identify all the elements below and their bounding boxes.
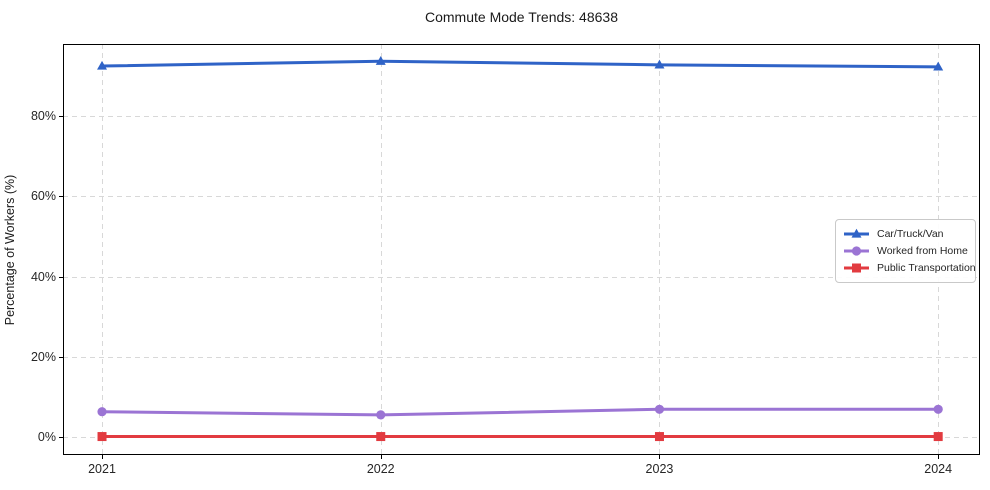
y-tick-label: 0% — [37, 429, 56, 444]
legend-item-public-transportation: Public Transportation — [843, 260, 976, 276]
series-marker-public-transportation — [97, 432, 107, 442]
legend-label: Car/Truck/Van — [877, 228, 944, 240]
legend-label: Public Transportation — [877, 262, 976, 274]
series-marker-worked-from-home — [376, 410, 386, 420]
series-marker-worked-from-home — [97, 407, 107, 417]
y-tick-label: 40% — [30, 269, 56, 284]
y-tick-label: 80% — [30, 109, 56, 124]
series-marker-car-truck-van — [97, 60, 108, 70]
series-marker-public-transportation — [654, 432, 664, 442]
series-marker-worked-from-home — [933, 404, 943, 414]
x-tick-label: 2022 — [366, 462, 395, 476]
legend: Car/Truck/Van Worked from Home Public Tran… — [835, 219, 976, 283]
legend-item-car-truck-van: Car/Truck/Van — [843, 226, 968, 242]
legend-item-worked-from-home: Worked from Home — [843, 243, 968, 259]
series-marker-public-transportation — [933, 432, 943, 442]
series-line-worked-from-home — [102, 407, 939, 417]
x-tick-label: 2023 — [645, 462, 674, 476]
y-tick-label: 20% — [30, 349, 56, 364]
legend-marker-glyph — [851, 246, 862, 256]
x-tick-label: 2021 — [88, 462, 116, 476]
legend-marker-square-icon — [844, 263, 869, 273]
series-marker-car-truck-van — [654, 59, 665, 69]
legend-label: Worked from Home — [877, 245, 968, 257]
series-marker-worked-from-home — [654, 404, 665, 414]
y-tick-label: 60% — [30, 189, 56, 204]
series-marker-public-transportation — [376, 432, 386, 442]
series-marker-car-truck-van — [375, 56, 386, 65]
series-line-car-truck-van — [101, 59, 939, 69]
chart-title: Commute Mode Trends: 48638 — [425, 9, 618, 25]
legend-marker-glyph — [851, 228, 862, 238]
plot-border — [63, 44, 980, 455]
legend-marker-glyph — [852, 263, 861, 273]
legend-marker-triangle-icon — [844, 228, 869, 238]
series-marker-car-truck-van — [933, 61, 944, 71]
x-tick-label: 2024 — [924, 462, 953, 476]
legend-marker-circle-icon — [844, 246, 869, 256]
